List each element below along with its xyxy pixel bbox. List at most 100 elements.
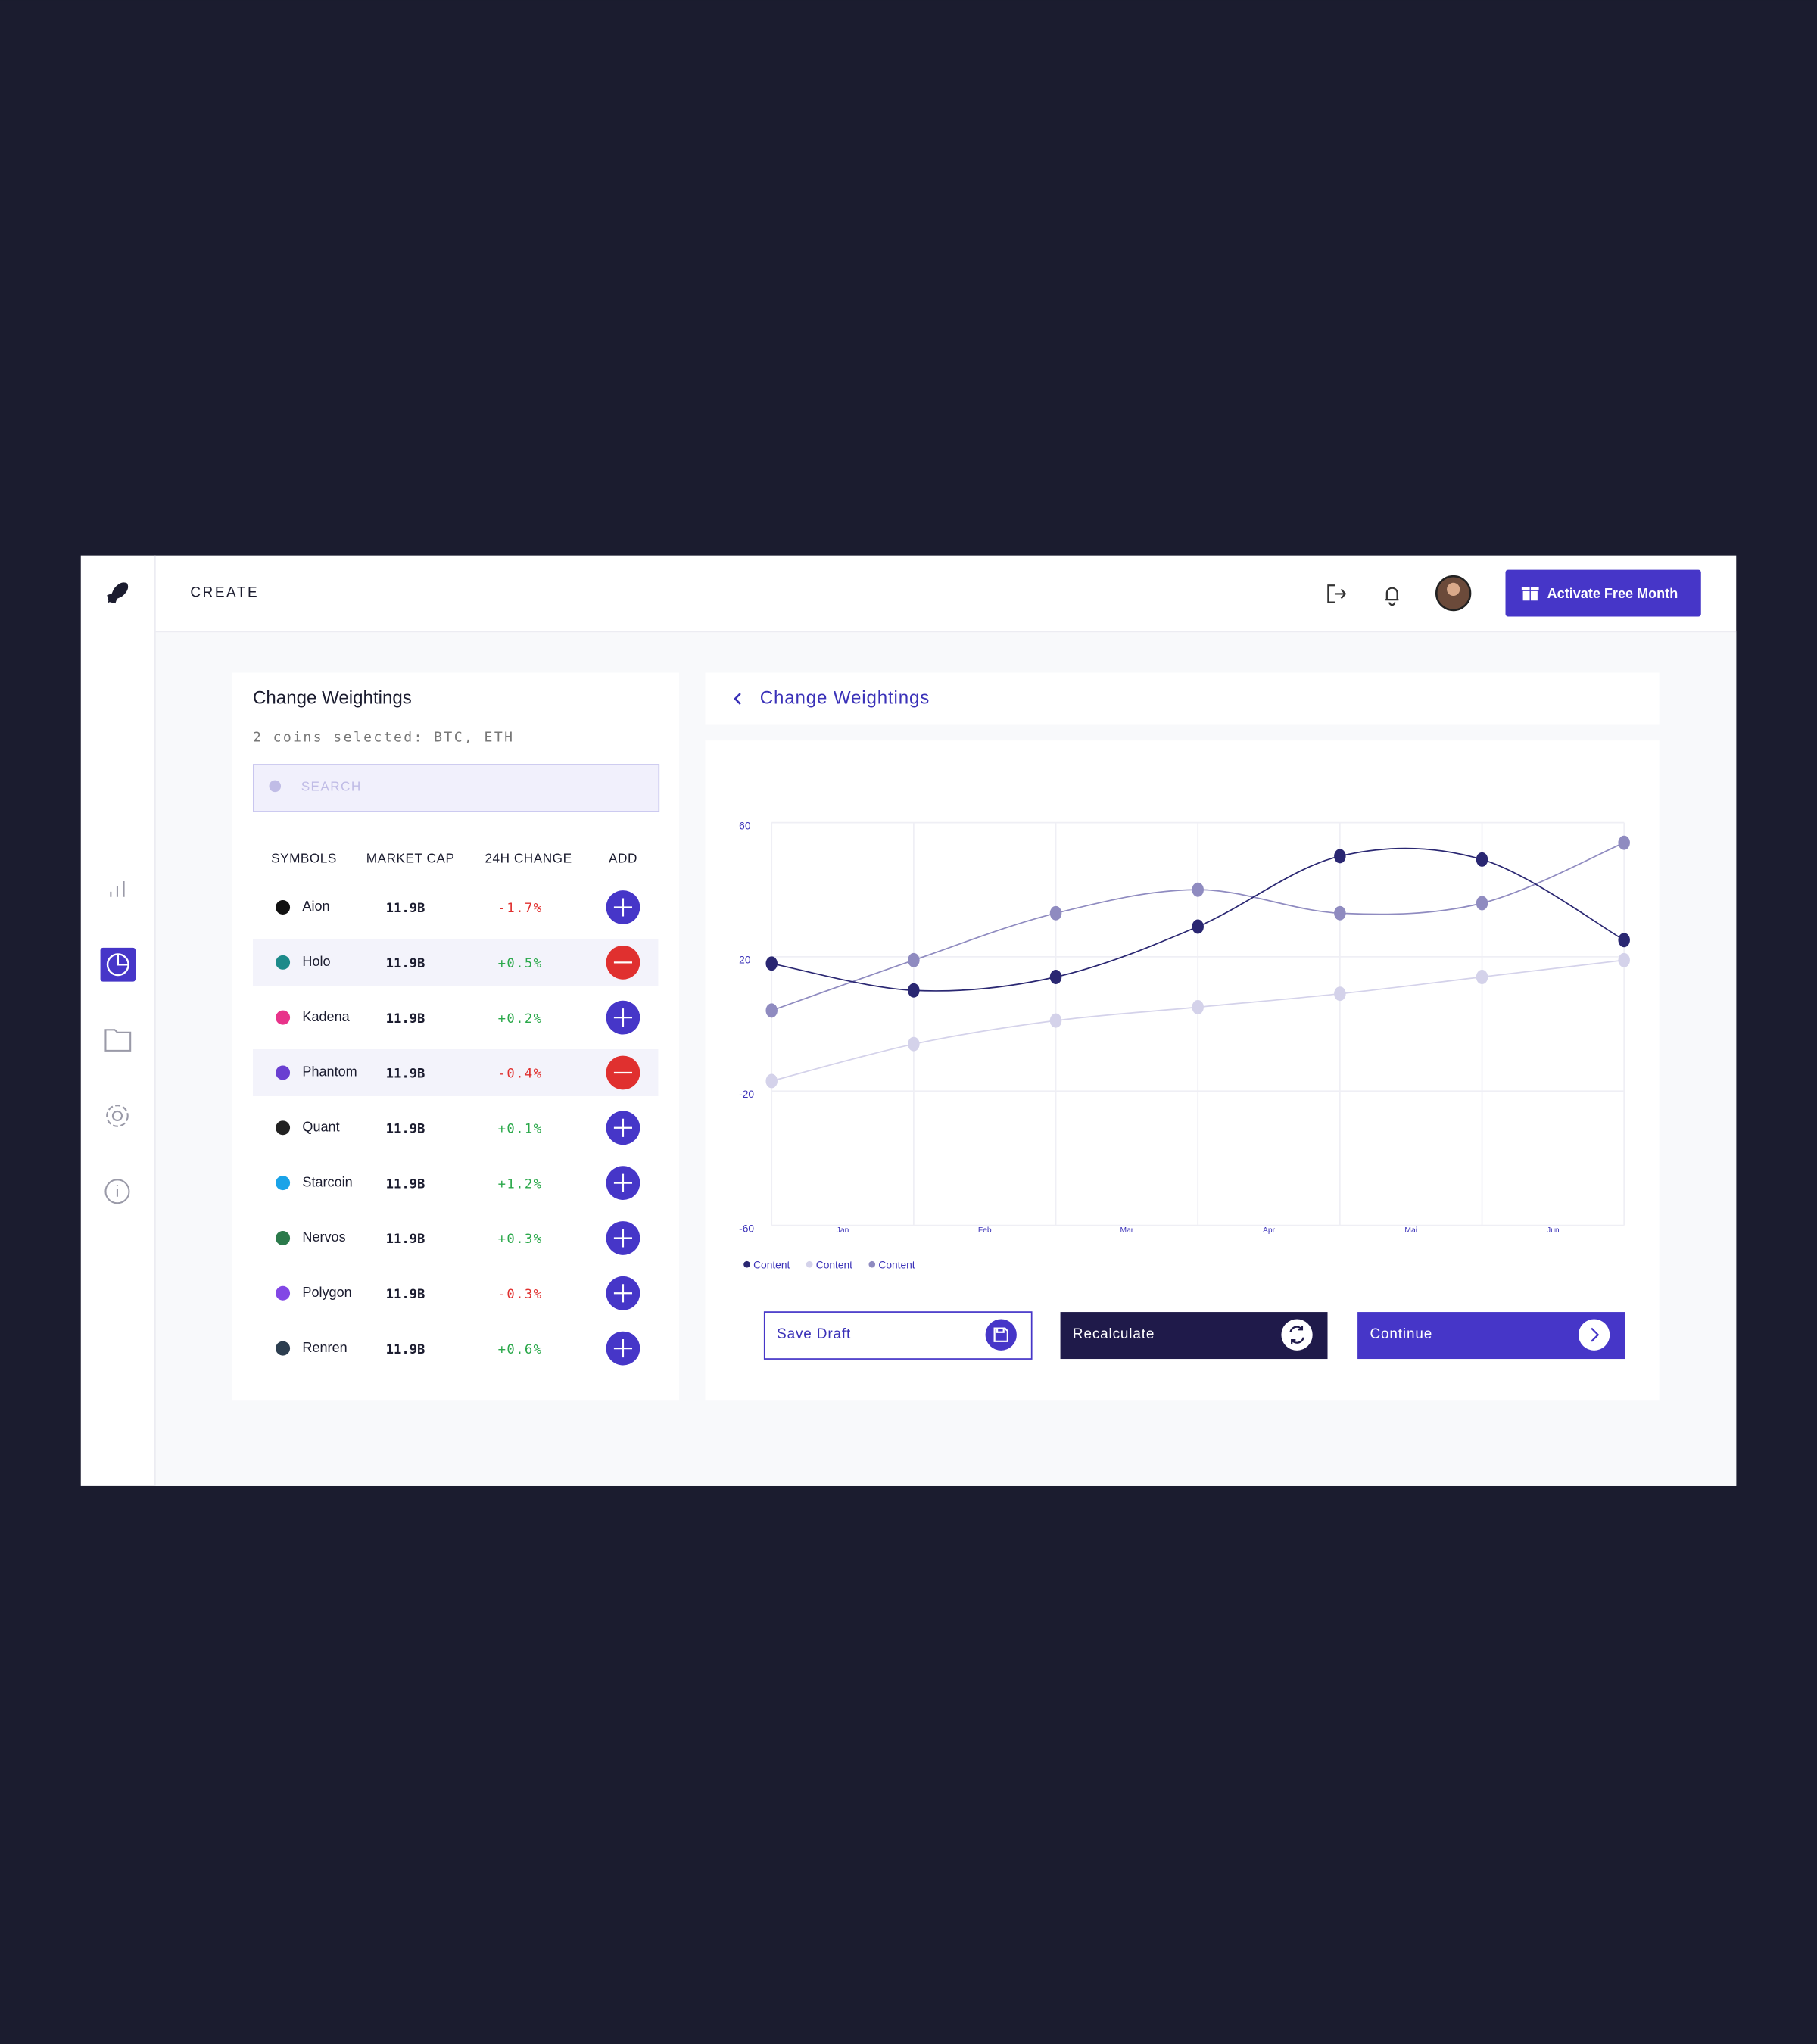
data-point[interactable]: [1192, 999, 1204, 1014]
button-glyph: [613, 1284, 633, 1303]
legend-dot: [743, 1260, 750, 1268]
coin-name: Aion: [302, 899, 329, 914]
row-highlight: [253, 1048, 659, 1096]
chart-header: [705, 672, 1660, 725]
action-glyph: [1289, 1326, 1304, 1344]
column-header: MARKET CAP: [366, 850, 455, 865]
x-tick-label: Feb: [978, 1226, 992, 1235]
button-glyph: [613, 898, 633, 917]
search-icon: [269, 780, 282, 793]
column-header: 24H CHANGE: [485, 850, 572, 865]
market-cap: 11.9B: [386, 1176, 425, 1192]
data-point[interactable]: [908, 952, 920, 967]
coin-icon: [276, 1230, 291, 1245]
x-tick-label: Apr: [1263, 1226, 1276, 1235]
action-icon: [1281, 1319, 1313, 1351]
market-cap: 11.9B: [386, 1011, 425, 1027]
coin-name: Kadena: [302, 1009, 350, 1024]
data-point[interactable]: [1618, 952, 1630, 967]
action-label[interactable]: Continue: [1370, 1326, 1432, 1342]
market-cap: 11.9B: [386, 1287, 425, 1302]
market-cap: 11.9B: [386, 956, 425, 971]
search-box[interactable]: [253, 764, 660, 812]
coin-name: Polygon: [302, 1285, 351, 1300]
action-label[interactable]: Recalculate: [1073, 1326, 1155, 1342]
data-point[interactable]: [1618, 835, 1630, 850]
activate-label[interactable]: Activate Free Month: [1547, 586, 1678, 601]
market-cap: 11.9B: [386, 901, 425, 916]
coin-icon: [276, 1341, 291, 1356]
coin-name: Holo: [302, 954, 330, 969]
coin-icon: [276, 1065, 291, 1080]
row-highlight: [253, 939, 659, 986]
action-label[interactable]: Save Draft: [777, 1326, 851, 1342]
data-point[interactable]: [1476, 896, 1488, 911]
logo[interactable]: [107, 582, 129, 604]
change: +0.3%: [498, 1232, 543, 1247]
data-point[interactable]: [1192, 882, 1204, 897]
change: +0.2%: [498, 1011, 543, 1027]
coin-icon: [276, 955, 291, 970]
button-glyph: [613, 1173, 633, 1192]
change: -0.4%: [498, 1067, 543, 1082]
chart-card: [705, 740, 1660, 1401]
brand: CREATE: [190, 585, 259, 601]
action-icon: [985, 1319, 1017, 1351]
market-cap: 11.9B: [386, 1122, 425, 1137]
data-point[interactable]: [1334, 905, 1346, 921]
action-icon: [1578, 1319, 1610, 1351]
market-cap: 11.9B: [386, 1067, 425, 1082]
avatar-face: [1447, 582, 1460, 597]
legend-dot: [806, 1260, 813, 1268]
data-point[interactable]: [1192, 919, 1204, 934]
market-cap: 11.9B: [386, 1232, 425, 1247]
x-tick-label: Jan: [837, 1226, 849, 1235]
search-placeholder[interactable]: SEARCH: [301, 779, 362, 794]
coin-icon: [276, 900, 291, 915]
coin-name: Starcoin: [302, 1174, 352, 1189]
data-point[interactable]: [1476, 970, 1488, 984]
data-point[interactable]: [1476, 852, 1488, 867]
change: -1.7%: [498, 901, 543, 916]
change: +0.5%: [498, 956, 543, 971]
back-icon[interactable]: [734, 693, 741, 705]
data-point[interactable]: [765, 1073, 778, 1089]
legend-label: Content: [878, 1260, 915, 1271]
nav-icons[interactable]: [104, 881, 132, 1204]
y-tick-label: 20: [739, 955, 751, 966]
coin-icon: [276, 1120, 291, 1136]
button-glyph: [613, 1339, 633, 1358]
y-tick-label: -60: [739, 1223, 754, 1234]
column-header: ADD: [609, 850, 637, 865]
legend-label: Content: [816, 1260, 852, 1271]
data-point[interactable]: [1049, 970, 1062, 984]
x-tick-label: Jun: [1547, 1226, 1560, 1235]
legend-dot: [868, 1260, 876, 1268]
column-header: SYMBOLS: [271, 850, 337, 865]
data-point[interactable]: [1334, 986, 1346, 1002]
data-point[interactable]: [1334, 849, 1346, 864]
data-point[interactable]: [1049, 1013, 1062, 1028]
data-point[interactable]: [1049, 905, 1062, 921]
data-point[interactable]: [908, 1036, 920, 1052]
market-cap: 11.9B: [386, 1342, 425, 1357]
data-point[interactable]: [765, 956, 778, 971]
coin-icon: [276, 1010, 291, 1025]
header-icons[interactable]: [1327, 584, 1399, 606]
action-glyph: [993, 1327, 1008, 1342]
selection-summary: 2 coins selected: BTC, ETH: [253, 730, 514, 746]
gift-icon: [1520, 586, 1540, 602]
data-point[interactable]: [908, 983, 920, 998]
y-tick-label: -20: [739, 1089, 754, 1100]
change: +1.2%: [498, 1176, 543, 1192]
button-glyph: [613, 1008, 633, 1027]
data-point[interactable]: [1618, 933, 1630, 948]
data-point[interactable]: [765, 1003, 778, 1018]
legend-label: Content: [753, 1260, 790, 1271]
button-glyph: [613, 1118, 633, 1137]
change: +0.1%: [498, 1122, 543, 1137]
activate-button[interactable]: [1505, 569, 1701, 617]
pie-icon: [106, 953, 129, 977]
x-tick-label: Mai: [1404, 1226, 1417, 1235]
coin-name: Phantom: [302, 1064, 357, 1080]
